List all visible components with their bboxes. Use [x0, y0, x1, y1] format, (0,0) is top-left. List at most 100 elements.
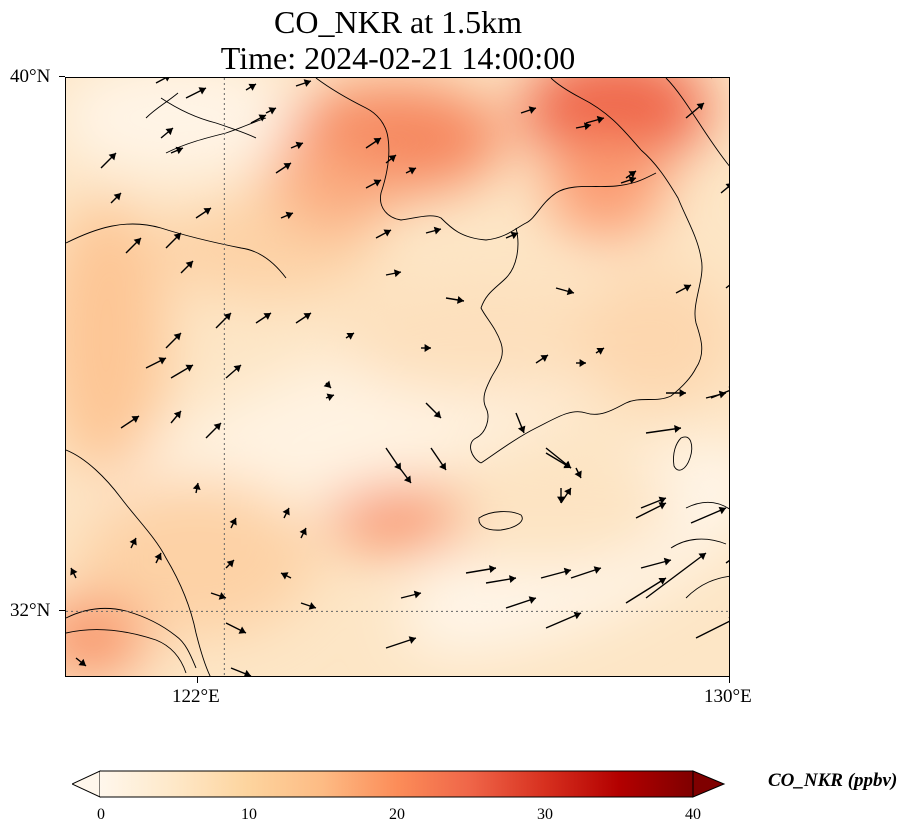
wind-vector-head — [728, 386, 729, 388]
wind-vector-head — [323, 380, 331, 388]
wind-vector-head — [583, 122, 591, 131]
colorbar-tick-40: 40 — [685, 806, 701, 823]
wind-vector-head — [528, 106, 536, 114]
wind-vector-arrow — [725, 284, 729, 289]
wind-vector-head — [229, 518, 237, 526]
wind-vector-head — [658, 502, 666, 510]
colorbar-tick-10: 10 — [241, 806, 257, 823]
wind-vector-head — [233, 365, 241, 373]
wind-vector-head — [226, 560, 234, 568]
wind-vector-head — [658, 578, 666, 585]
wind-vector-head — [185, 364, 193, 372]
wind-vector-head — [509, 575, 516, 583]
wind-vector-head — [303, 79, 311, 87]
colorbar-tick-20: 20 — [389, 806, 405, 823]
wind-vector-head — [408, 636, 416, 644]
wind-vector-head — [299, 528, 307, 536]
wind-vector-head — [285, 211, 293, 220]
lat-tick-32 — [59, 610, 65, 611]
wind-vector-head — [596, 115, 604, 124]
wind-vector-head — [192, 483, 201, 491]
wind-vector-head — [383, 229, 391, 237]
lon-tick-label-122: 122°E — [172, 686, 220, 707]
wind-vector-head — [373, 179, 381, 187]
wind-vector-head — [248, 83, 256, 91]
co-concentration-field — [66, 78, 729, 676]
wind-vector-arrow — [625, 577, 667, 604]
wind-vector-head — [346, 333, 354, 340]
wind-vector-head — [557, 496, 565, 503]
wind-vector-head — [718, 506, 726, 515]
wind-vector-head — [728, 617, 729, 619]
colorbar-tick-30: 30 — [537, 806, 553, 823]
wind-vector-head — [154, 553, 162, 561]
wind-vector-head — [185, 261, 193, 269]
wind-vector-head — [573, 611, 581, 620]
wind-vector-head — [489, 565, 496, 573]
colorbar-gradient — [100, 771, 693, 797]
wind-vector-head — [165, 78, 170, 82]
wind-vector-head — [596, 348, 604, 355]
wind-vector-arrow — [155, 78, 167, 84]
wind-vector-head — [268, 107, 276, 115]
wind-vector-head — [540, 355, 548, 362]
wind-vector-head — [457, 296, 464, 304]
lat-tick-label-32: 32°N — [10, 600, 51, 621]
wind-vector-head — [563, 567, 571, 576]
wind-vector-head — [563, 460, 571, 468]
wind-vector-head — [238, 626, 246, 634]
map-title: CO_NKR at 1.5km — [274, 4, 522, 40]
wind-vector-head — [203, 208, 211, 215]
wind-vector-head — [175, 146, 183, 155]
wind-vector-head — [373, 138, 381, 145]
wind-vector-head — [70, 568, 78, 576]
wind-vector-head — [593, 566, 601, 574]
wind-vector-head — [326, 393, 334, 401]
wind-vector-head — [424, 344, 431, 352]
wind-vector-head — [393, 269, 401, 278]
wind-vector-head — [213, 423, 221, 431]
coastlines — [66, 78, 729, 676]
wind-vector-head — [433, 410, 441, 418]
wind-vector-head — [528, 596, 536, 604]
wind-vector-head — [510, 231, 518, 240]
wind-vector-arrow — [720, 185, 729, 194]
wind-vector-head — [663, 557, 671, 566]
wind-vector-head — [78, 658, 86, 666]
colorbar-extend-max — [692, 770, 726, 798]
lon-tick-label-130: 130°E — [704, 686, 752, 707]
wind-vector-head — [165, 128, 173, 136]
wind-vector-head — [131, 416, 139, 423]
wind-vector-head — [173, 411, 181, 419]
wind-vector-head — [244, 669, 251, 676]
wind-vector-head — [258, 114, 266, 122]
wind-vector-head — [388, 155, 396, 163]
wind-vector-arrow — [695, 620, 729, 639]
wind-vector-head — [696, 103, 704, 111]
wind-vector-head — [574, 470, 582, 478]
wind-vector-head — [198, 87, 206, 95]
wind-vector-head — [173, 333, 181, 341]
wind-vector-head — [433, 226, 441, 235]
wind-vector-head — [223, 313, 231, 321]
wind-vector-head — [517, 425, 526, 433]
wind-vector-head — [281, 572, 289, 580]
lat-tick-40 — [59, 76, 65, 77]
wind-vector-arrow — [710, 390, 729, 399]
lat-tick-label-40: 40°N — [10, 66, 51, 87]
wind-vector-head — [158, 357, 166, 365]
wind-vector-head — [413, 590, 421, 599]
colorbar-tick-0: 0 — [97, 806, 105, 823]
wind-vectors — [70, 78, 729, 676]
wind-vector-head — [133, 238, 141, 246]
wind-vector-head — [108, 153, 116, 161]
colorbar-title: CO_NKR (ppbv) — [768, 770, 898, 791]
wind-vector-head — [408, 167, 416, 175]
wind-vector-head — [113, 193, 121, 201]
wind-vector-head — [218, 592, 226, 600]
wind-vector-head — [683, 284, 691, 292]
wind-vector-head — [295, 141, 303, 150]
wind-vector-head — [282, 508, 290, 516]
wind-vector-head — [263, 313, 271, 320]
map-gridlines — [66, 78, 729, 676]
